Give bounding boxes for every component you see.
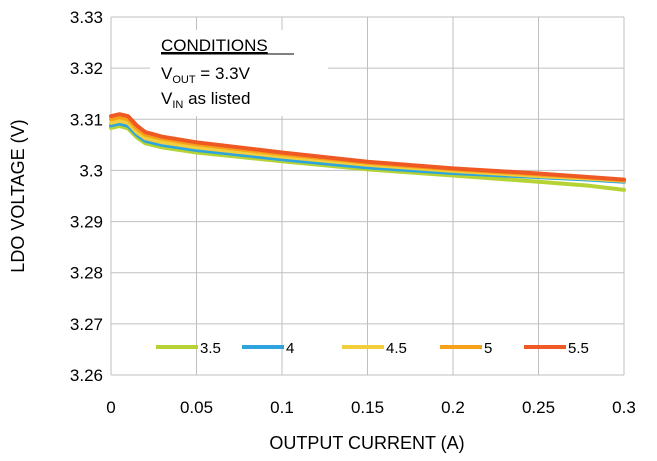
x-tick-label: 0.25 bbox=[522, 398, 555, 417]
x-tick-label: 0.1 bbox=[270, 398, 294, 417]
x-tick-labels: 0 0.05 0.1 0.15 0.2 0.25 0.3 bbox=[106, 398, 636, 417]
legend-label-4: 4 bbox=[286, 340, 294, 357]
vin-main: V bbox=[161, 89, 173, 108]
legend-label-4.5: 4.5 bbox=[386, 340, 407, 357]
series-lines bbox=[109, 112, 626, 192]
vin-rest: as listed bbox=[183, 89, 250, 108]
y-tick-labels: 3.26 3.27 3.28 3.29 3.3 3.31 3.32 3.33 bbox=[70, 8, 103, 385]
vout-sub: OUT bbox=[172, 74, 196, 86]
y-tick-label: 3.26 bbox=[70, 366, 103, 385]
legend-label-5: 5 bbox=[484, 340, 492, 357]
y-tick-label: 3.31 bbox=[70, 110, 103, 129]
y-tick-label: 3.29 bbox=[70, 213, 103, 232]
x-tick-label: 0.3 bbox=[612, 398, 636, 417]
vout-rest: = 3.3V bbox=[196, 64, 251, 83]
y-tick-label: 3.32 bbox=[70, 59, 103, 78]
y-tick-label: 3.33 bbox=[70, 8, 103, 27]
conditions-vout: VOUT = 3.3V bbox=[161, 64, 251, 86]
x-tick-label: 0.15 bbox=[351, 398, 384, 417]
legend-label-5.5: 5.5 bbox=[568, 340, 589, 357]
y-axis-label: LDO VOLTAGE (V) bbox=[8, 119, 28, 272]
y-tick-label: 3.3 bbox=[79, 161, 103, 180]
legend-label-3.5: 3.5 bbox=[200, 340, 221, 357]
x-tick-label: 0.2 bbox=[441, 398, 465, 417]
vin-sub: IN bbox=[172, 99, 183, 111]
vout-main: V bbox=[161, 64, 173, 83]
legend: 3.5 4 4.5 5 5.5 bbox=[156, 340, 589, 357]
x-tick-label: 0.05 bbox=[180, 398, 213, 417]
series-line-5.5 bbox=[109, 112, 626, 182]
x-axis-label: OUTPUT CURRENT (A) bbox=[269, 433, 464, 453]
y-tick-label: 3.28 bbox=[70, 264, 103, 283]
conditions-heading: CONDITIONS bbox=[161, 36, 268, 55]
x-tick-label: 0 bbox=[106, 398, 115, 417]
conditions-vin: VIN as listed bbox=[161, 89, 250, 111]
y-tick-label: 3.27 bbox=[70, 315, 103, 334]
conditions-annotation: CONDITIONS VOUT = 3.3V VIN as listed bbox=[150, 30, 328, 116]
conditions-box bbox=[150, 30, 328, 116]
